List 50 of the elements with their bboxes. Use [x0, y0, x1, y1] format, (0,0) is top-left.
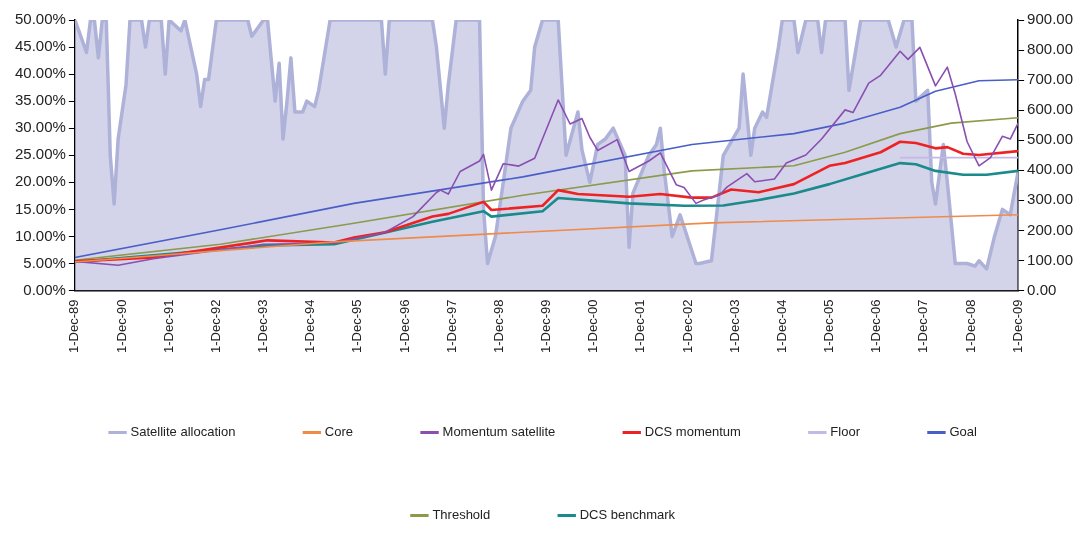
- legend-label: Core: [324, 424, 354, 440]
- x-tick-label: 1-Dec-08: [962, 299, 978, 353]
- y-tick-label: 10.00%: [15, 226, 66, 244]
- y2-tick-label: 600.00: [1027, 100, 1074, 118]
- x-tick-label: 1-Dec-07: [915, 299, 931, 353]
- x-tick-label: 1-Dec-91: [160, 299, 176, 353]
- x-tick-label: 1-Dec-90: [113, 299, 129, 353]
- x-tick-label: 1-Dec-92: [207, 299, 223, 353]
- y2-tick-label: 200.00: [1027, 220, 1074, 238]
- x-tick-label: 1-Dec-05: [821, 299, 837, 353]
- y2-tick-label: 100.00: [1027, 250, 1074, 268]
- x-tick-label: 1-Dec-00: [585, 299, 601, 353]
- y-tick-label: 20.00%: [15, 172, 66, 190]
- legend-label: DCS benchmark: [579, 507, 676, 523]
- y2-tick-label: 800.00: [1027, 40, 1074, 58]
- y-tick-label: 40.00%: [15, 64, 66, 82]
- x-tick-label: 1-Dec-97: [443, 299, 459, 353]
- x-tick-label: 1-Dec-02: [679, 299, 695, 353]
- legend-label: Threshold: [432, 507, 491, 523]
- y-tick-label: 25.00%: [15, 145, 66, 163]
- x-tick-label: 1-Dec-01: [632, 299, 648, 353]
- y-tick-label: 15.00%: [15, 199, 66, 217]
- y2-tick-label: 500.00: [1027, 130, 1074, 148]
- legend-label: Satellite allocation: [130, 424, 236, 440]
- legend-label: DCS momentum: [644, 424, 741, 440]
- x-tick-label: 1-Dec-98: [490, 299, 506, 353]
- x-tick-label: 1-Dec-09: [1009, 299, 1025, 353]
- x-tick-label: 1-Dec-04: [773, 299, 789, 353]
- y-tick-label: 5.00%: [23, 253, 66, 271]
- x-tick-label: 1-Dec-93: [255, 299, 271, 353]
- y2-tick-label: 400.00: [1027, 160, 1074, 178]
- y2-tick-label: 900.00: [1027, 10, 1074, 28]
- legend-label: Floor: [830, 424, 861, 440]
- y2-tick-label: 700.00: [1027, 70, 1074, 88]
- y2-tick-label: 0.00: [1027, 280, 1057, 298]
- legend-label: Momentum satellite: [442, 424, 556, 440]
- y-tick-label: 50.00%: [15, 10, 66, 28]
- x-tick-label: 1-Dec-96: [396, 299, 412, 353]
- y-tick-label: 45.00%: [15, 37, 66, 55]
- x-tick-label: 1-Dec-94: [302, 299, 318, 353]
- legend-label: Goal: [949, 424, 978, 440]
- x-tick-label: 1-Dec-03: [726, 299, 742, 353]
- x-tick-label: 1-Dec-06: [868, 299, 884, 353]
- x-tick-label: 1-Dec-99: [538, 299, 554, 353]
- y-tick-label: 30.00%: [15, 118, 66, 136]
- x-tick-label: 1-Dec-95: [349, 299, 365, 353]
- y-tick-label: 0.00%: [23, 280, 66, 298]
- y-tick-label: 35.00%: [15, 91, 66, 109]
- y2-tick-label: 300.00: [1027, 190, 1074, 208]
- x-tick-label: 1-Dec-89: [66, 299, 82, 353]
